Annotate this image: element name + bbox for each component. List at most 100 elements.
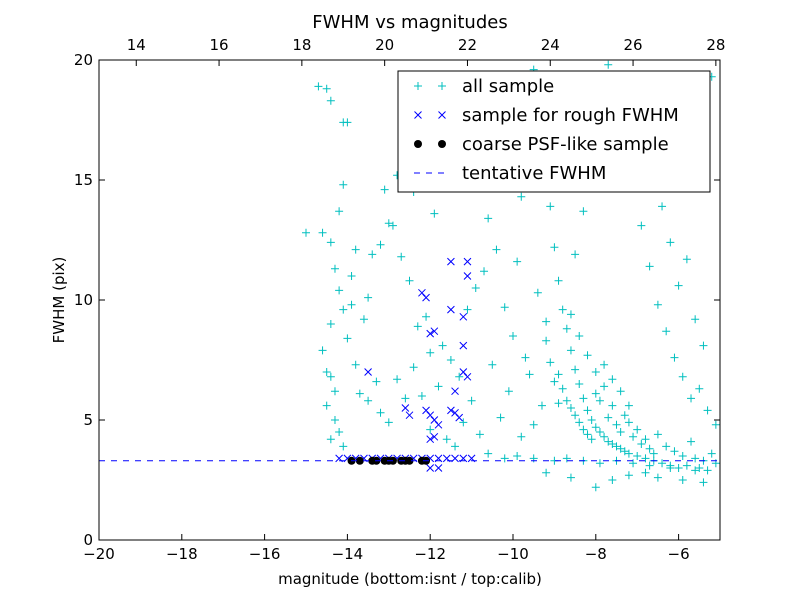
all-sample-point: [691, 315, 700, 324]
all-sample-point: [604, 413, 613, 422]
all-sample-point: [670, 447, 679, 456]
y-tick-label: 20: [74, 51, 93, 69]
all-sample-point: [604, 60, 613, 69]
rough-fwhm-point: [434, 420, 443, 429]
all-sample-point: [330, 264, 339, 273]
all-sample-point: [566, 404, 575, 412]
rough-fwhm-point: [430, 432, 439, 441]
all-sample-point: [326, 435, 335, 444]
all-sample-point: [529, 420, 538, 429]
all-sample-point: [459, 418, 468, 427]
psf-like-point: [405, 456, 414, 465]
all-sample-point: [711, 420, 720, 429]
all-sample-point: [682, 255, 691, 264]
legend-entry: all sample: [414, 76, 554, 97]
all-sample-point: [409, 363, 418, 372]
all-sample-point: [629, 459, 638, 468]
all-sample-point: [384, 219, 393, 228]
all-sample-point: [591, 483, 600, 492]
all-sample-point: [397, 252, 406, 261]
all-sample-point: [575, 380, 584, 388]
chart-title: FWHM vs magnitudes: [312, 12, 507, 33]
all-sample-point: [595, 428, 604, 436]
all-sample-point: [624, 401, 633, 410]
all-sample-point: [678, 372, 687, 381]
all-sample-point: [707, 449, 716, 458]
rough-fwhm-point: [463, 257, 472, 266]
all-sample-point: [521, 353, 530, 362]
all-sample-point: [550, 243, 559, 252]
rough-fwhm-point: [463, 272, 472, 280]
rough-fwhm-point: [426, 329, 435, 338]
all-sample-point: [620, 447, 629, 456]
all-sample-point: [513, 257, 522, 266]
all-sample-point: [442, 435, 451, 444]
x-tick-label: −18: [166, 545, 198, 563]
all-sample-point: [554, 370, 563, 379]
all-sample-point: [384, 418, 393, 427]
all-sample-point: [662, 327, 671, 336]
rough-fwhm-point: [434, 464, 443, 472]
all-sample-point: [500, 303, 509, 312]
all-sample-point: [322, 401, 331, 410]
all-sample-point: [542, 468, 551, 477]
all-sample-point: [641, 468, 650, 477]
legend-plus-marker: [414, 82, 422, 90]
all-sample-point: [330, 387, 339, 396]
all-sample-point: [645, 461, 654, 470]
all-sample-point: [351, 360, 360, 369]
all-sample-point: [422, 312, 431, 321]
top-x-tick-label: 20: [375, 36, 394, 54]
all-sample-point: [376, 240, 385, 249]
rough-fwhm-point: [447, 406, 455, 415]
all-sample-point: [695, 384, 704, 393]
all-sample-point: [347, 300, 356, 309]
all-sample-point: [595, 396, 604, 405]
all-sample-point: [542, 336, 551, 345]
all-sample-point: [339, 305, 348, 314]
all-sample-point: [513, 452, 522, 460]
rough-fwhm-point: [455, 413, 464, 422]
all-sample-point: [579, 425, 588, 434]
top-x-tick-label: 22: [458, 36, 477, 54]
all-sample-point: [426, 348, 435, 357]
all-sample-point: [687, 394, 696, 403]
legend-label: sample for rough FWHM: [462, 105, 679, 126]
all-sample-point: [488, 360, 497, 369]
all-sample-point: [624, 449, 633, 458]
all-sample-point: [641, 435, 650, 444]
all-sample-point: [351, 245, 360, 254]
legend-label: tentative FWHM: [462, 163, 606, 184]
all-sample-point: [326, 238, 335, 247]
rough-fwhm-point: [422, 293, 430, 302]
rough-fwhm-point: [426, 464, 435, 472]
all-sample-point: [537, 401, 546, 410]
all-sample-point: [562, 454, 571, 463]
all-sample-point: [699, 341, 708, 350]
all-sample-point: [571, 250, 580, 259]
all-sample-point: [616, 444, 625, 453]
all-sample-point: [434, 382, 443, 391]
all-sample-point: [608, 375, 617, 384]
all-sample-point: [629, 432, 638, 441]
all-sample-point: [558, 305, 567, 314]
all-sample-point: [600, 432, 609, 441]
all-sample-point: [430, 209, 439, 218]
rough-fwhm-point: [401, 404, 410, 412]
all-sample-point: [426, 425, 435, 434]
legend-entry: coarse PSF-like sample: [414, 134, 669, 155]
y-tick-label: 15: [74, 171, 93, 189]
all-sample-point: [608, 476, 617, 484]
all-sample-point: [566, 346, 575, 355]
all-sample-point: [550, 377, 559, 386]
all-sample-point: [624, 418, 633, 427]
rough-fwhm-point: [447, 305, 455, 314]
all-sample-point: [562, 396, 571, 405]
all-sample-point: [364, 396, 373, 405]
all-sample-point: [624, 471, 633, 480]
all-sample-point: [666, 464, 675, 472]
legend-dot-marker: [438, 140, 446, 148]
rough-fwhm-point: [459, 341, 468, 350]
rough-fwhm-point: [451, 387, 459, 396]
all-sample-point: [492, 245, 501, 254]
